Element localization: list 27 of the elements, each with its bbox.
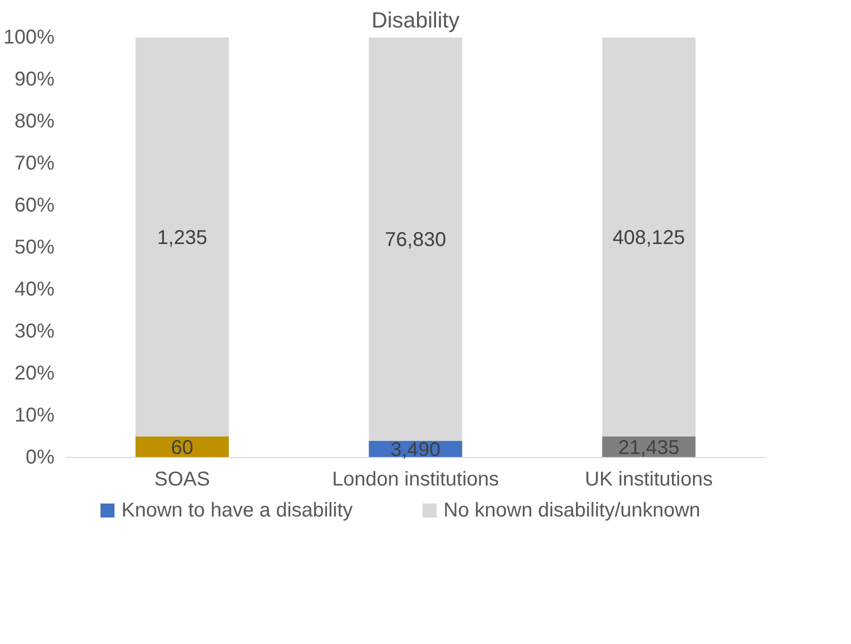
- annotation: 1,235: [157, 227, 208, 249]
- annotation: 408,125: [612, 227, 685, 249]
- y-tick-label: 90%: [14, 68, 55, 90]
- y-tick-label: 30%: [14, 320, 55, 342]
- annotation: 21,435: [618, 437, 680, 459]
- chart-title: Disability: [371, 8, 460, 32]
- x-tick-label: London institutions: [332, 468, 499, 490]
- y-tick-label: 100%: [3, 26, 55, 48]
- bar: [602, 38, 696, 436]
- x-tick-label: UK institutions: [584, 468, 713, 490]
- y-tick-label: 0%: [26, 446, 55, 468]
- y-tick-label: 10%: [14, 404, 55, 426]
- bar: [136, 436, 229, 458]
- annotation: 3,490: [390, 439, 441, 462]
- y-tick-label: 60%: [14, 194, 55, 216]
- annotation: 60: [171, 437, 194, 459]
- y-tick-label: 80%: [14, 110, 55, 132]
- bar: [368, 38, 462, 441]
- bar: [136, 38, 229, 436]
- legend-label: Known to have a disability: [122, 500, 353, 522]
- x-tick-label: SOAS: [154, 468, 210, 490]
- legend-label: No known disability/unknown: [444, 500, 700, 522]
- y-tick-label: 20%: [14, 362, 55, 384]
- annotation: 76,830: [384, 229, 446, 252]
- y-tick-label: 70%: [14, 152, 55, 174]
- y-tick-label: 50%: [14, 236, 55, 258]
- y-tick-label: 40%: [14, 278, 55, 300]
